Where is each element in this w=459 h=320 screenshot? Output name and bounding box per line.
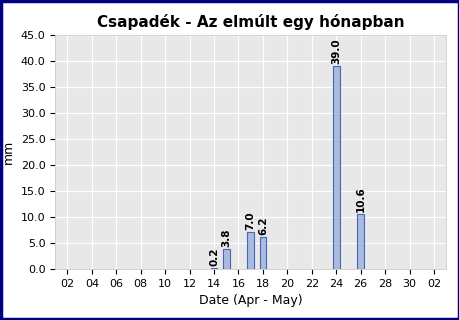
Bar xyxy=(247,232,253,269)
Bar xyxy=(259,236,266,269)
Bar xyxy=(357,214,363,269)
Text: 10.6: 10.6 xyxy=(355,186,365,212)
Text: 7.0: 7.0 xyxy=(245,212,255,230)
Bar xyxy=(210,268,217,269)
Text: 3.8: 3.8 xyxy=(221,228,231,247)
Bar xyxy=(332,66,339,269)
Bar xyxy=(223,249,229,269)
Title: Csapadék - Az elmúlt egy hónapban: Csapadék - Az elmúlt egy hónapban xyxy=(97,14,403,30)
X-axis label: Date (Apr - May): Date (Apr - May) xyxy=(198,294,302,307)
Text: 0.2: 0.2 xyxy=(208,247,218,266)
Text: 6.2: 6.2 xyxy=(257,216,267,235)
Text: 39.0: 39.0 xyxy=(330,39,341,64)
Y-axis label: mm: mm xyxy=(2,140,15,164)
